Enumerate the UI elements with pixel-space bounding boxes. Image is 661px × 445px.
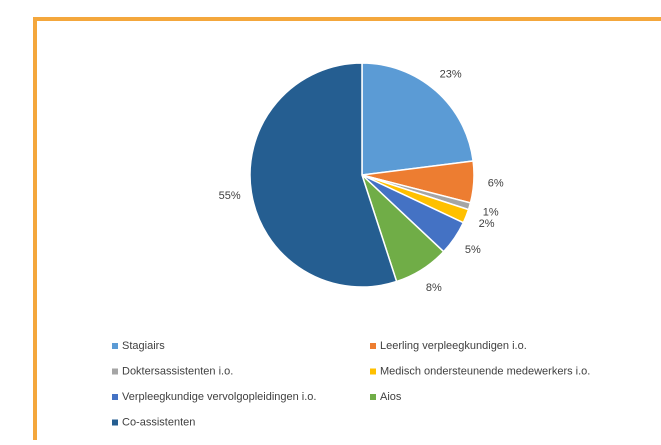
legend-swatch <box>112 343 118 349</box>
data-label: 2% <box>479 218 495 230</box>
legend-swatch <box>370 394 376 400</box>
data-label: 1% <box>483 206 499 218</box>
data-label: 55% <box>219 190 241 202</box>
legend-label: Stagiairs <box>122 340 165 352</box>
pie-slice <box>249 62 398 288</box>
data-label: 8% <box>426 282 442 294</box>
legend-label: Aios <box>380 391 402 403</box>
legend-label: Co-assistenten <box>122 416 195 428</box>
legend-label: Leerling verpleegkundigen i.o. <box>380 340 527 352</box>
data-label: 23% <box>440 68 462 80</box>
legend-swatch <box>112 419 118 426</box>
frame <box>33 17 661 445</box>
pie-slice <box>361 62 474 176</box>
legend-label: Verpleegkundige vervolgopleidingen i.o. <box>122 391 316 403</box>
legend-swatch <box>112 368 118 375</box>
legend-label: Doktersassistenten i.o. <box>122 365 233 377</box>
legend-label: Medisch ondersteunende medewerkers i.o. <box>380 365 590 377</box>
data-label: 6% <box>488 177 504 189</box>
legend-swatch <box>370 368 376 375</box>
data-label: 5% <box>465 244 481 256</box>
legend-swatch <box>112 394 118 400</box>
legend-swatch <box>370 343 376 349</box>
